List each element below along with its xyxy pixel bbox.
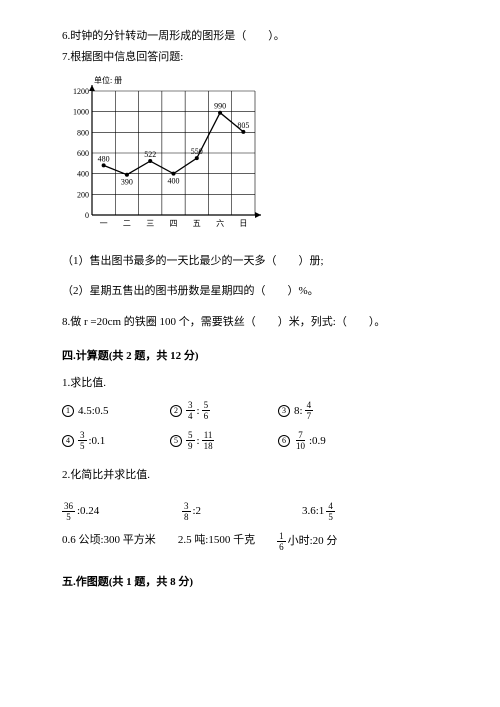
calc-text: :0.1	[89, 433, 106, 450]
svg-text:五: 五	[193, 219, 201, 228]
svg-text:400: 400	[168, 177, 180, 186]
calc-text: :2	[193, 503, 202, 520]
svg-text:二: 二	[123, 219, 131, 228]
calc-2-title: 2.化简比并求比值.	[62, 467, 438, 484]
question-7-1: （1）售出图书最多的一天比最少的一天多（ ）册;	[62, 253, 438, 270]
colon: :	[197, 403, 200, 420]
fraction: 16	[277, 532, 286, 552]
svg-text:1000: 1000	[73, 108, 89, 117]
fraction: 47	[305, 401, 314, 421]
section-4-title: 四.计算题(共 2 题，共 12 分)	[62, 348, 438, 365]
fraction: 710	[294, 431, 307, 451]
svg-text:990: 990	[214, 102, 226, 111]
calc-row-1: 14.5:0.5 2 34 : 56 38: 47	[62, 401, 438, 421]
calc-item-2: 2 34 : 56	[170, 401, 250, 421]
calc2-item: 16 小时:20 分	[277, 532, 357, 552]
svg-text:单位: 册: 单位: 册	[94, 75, 122, 85]
calc2-item: 0.6 公顷:300 平方米	[62, 532, 156, 552]
chart-svg: 单位: 册 0 200 400 600 800 1000 1200 一 二 三 四 五 六 日 480 390 5…	[62, 73, 267, 233]
svg-text:一: 一	[100, 219, 108, 228]
calc-1-title: 1.求比值.	[62, 375, 438, 392]
svg-text:0: 0	[85, 211, 89, 220]
fraction: 59	[186, 431, 195, 451]
svg-text:800: 800	[77, 128, 89, 137]
calc-item-6: 6 710 :0.9	[278, 431, 358, 451]
calc-text: 4.5:0.5	[78, 403, 109, 420]
calc2-item: 3.6:1 45	[302, 502, 382, 522]
svg-text:四: 四	[170, 219, 178, 228]
svg-text:390: 390	[121, 178, 133, 187]
calc-item-1: 14.5:0.5	[62, 403, 142, 420]
calc-item-4: 4 35 :0.1	[62, 431, 142, 451]
calc-item-5: 5 59 : 1118	[170, 431, 250, 451]
svg-text:600: 600	[77, 149, 89, 158]
calc2-item: 2.5 吨:1500 千克	[178, 532, 255, 552]
svg-text:1200: 1200	[73, 87, 89, 96]
svg-text:522: 522	[144, 150, 156, 159]
svg-text:400: 400	[77, 170, 89, 179]
question-6: 6.时钟的分针转动一周形成的图形是（ ）。	[62, 28, 438, 45]
svg-text:805: 805	[237, 121, 249, 130]
line-chart: 单位: 册 0 200 400 600 800 1000 1200 一 二 三 四 五 六 日 480 390 5…	[62, 73, 438, 239]
svg-text:200: 200	[77, 190, 89, 199]
fraction: 38	[182, 502, 191, 522]
question-7-2: （2）星期五售出的图书册数是星期四的（ ）%。	[62, 283, 438, 300]
fraction: 56	[202, 401, 211, 421]
fraction: 1118	[202, 431, 215, 451]
fraction: 365	[62, 502, 75, 522]
question-8: 8.做 r =20cm 的铁圈 100 个，需要铁丝（ ）米，列式:（ ）。	[62, 314, 438, 331]
calc-text: 3.6:1	[302, 503, 324, 520]
calc-item-3: 38: 47	[278, 401, 358, 421]
calc-text: :0.24	[77, 503, 99, 520]
svg-text:550: 550	[191, 147, 203, 156]
fraction: 45	[326, 502, 335, 522]
fraction: 35	[78, 431, 87, 451]
svg-text:480: 480	[98, 154, 110, 163]
calc2-item: 38 :2	[182, 502, 262, 522]
calc-text: 8:	[294, 403, 303, 420]
calc-text: 小时:20 分	[288, 533, 338, 550]
fraction: 34	[186, 401, 195, 421]
colon: :	[197, 433, 200, 450]
calc-row-2: 4 35 :0.1 5 59 : 1118 6 710 :0.9	[62, 431, 438, 451]
svg-text:六: 六	[216, 218, 224, 228]
question-7: 7.根据图中信息回答问题:	[62, 49, 438, 66]
calc2-row-2: 0.6 公顷:300 平方米 2.5 吨:1500 千克 16 小时:20 分	[62, 532, 438, 552]
calc-text: :0.9	[309, 433, 326, 450]
calc2-item: 365 :0.24	[62, 502, 142, 522]
svg-text:日: 日	[239, 219, 247, 228]
section-5-title: 五.作图题(共 1 题，共 8 分)	[62, 574, 438, 591]
svg-text:三: 三	[146, 219, 154, 228]
calc2-row-1: 365 :0.24 38 :2 3.6:1 45	[62, 502, 438, 522]
